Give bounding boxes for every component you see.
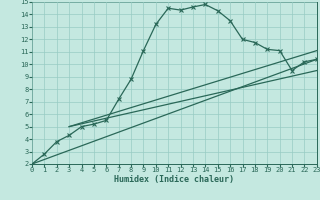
X-axis label: Humidex (Indice chaleur): Humidex (Indice chaleur): [115, 175, 234, 184]
